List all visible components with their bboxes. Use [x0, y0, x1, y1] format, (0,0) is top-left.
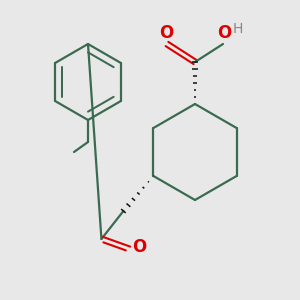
Text: H: H: [233, 22, 243, 36]
Text: O: O: [159, 24, 173, 42]
Text: O: O: [132, 238, 147, 256]
Text: O: O: [217, 24, 231, 42]
